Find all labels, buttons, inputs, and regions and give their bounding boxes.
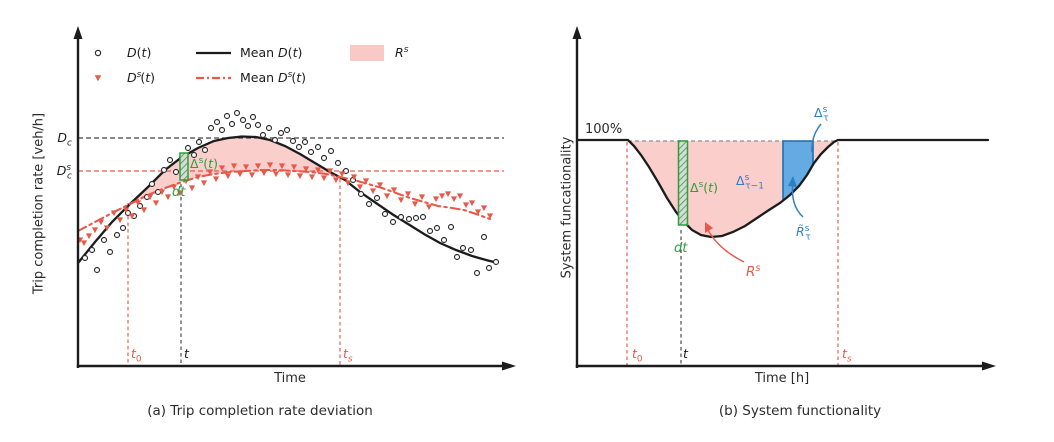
scatter-D-obs [81,109,500,277]
annotation-label: Δs τ [814,105,829,123]
panel-b-labels: Δs(t) dt Δs τ−1 Δs τ R̃s τ Rs t0 t ts [632,105,852,364]
panel-b-x-axis-label: Time [h] [754,371,810,386]
dt-slice-bar [677,140,689,226]
annotation-label: Rs [395,45,409,60]
functionality-curve [575,138,990,239]
annotation-label: Ds(t) [127,70,155,85]
panel-b-y-axis-label: System funcationality [559,136,575,279]
annotation-arrows [705,123,822,263]
annotation-label: Δs(t) [690,180,718,195]
legend: D(t) Ds(t) Mean D(t) Mean Ds(t) Rs [94,45,409,85]
axes [572,26,996,371]
dt-slice-bar [179,152,189,181]
delta-tau-leader [811,123,822,153]
annotation-label: Rs [746,263,760,280]
annotation-label: R̃s τ [796,224,811,242]
annotation-label: t [184,346,190,361]
panel-a-y-axis-label: Trip completion rate [veh/h] [31,112,47,295]
panel-b-plot: Δs(t) dt Δs τ−1 Δs τ R̃s τ Rs t0 t ts [572,26,996,371]
annotation-label: ts [842,346,852,364]
annotation-label: dt [674,241,688,256]
axes [73,26,516,371]
panel-a-x-axis-label: Time [274,371,306,386]
curve-mean-D [76,135,496,265]
annotation-label: t [683,346,689,361]
annotation-label: Ds c [57,163,72,181]
guide-lines [78,137,504,365]
annotation-label: Mean Ds(t) [240,70,306,85]
panel-a-caption: (a) Trip completion rate deviation [147,403,373,419]
annotation-label: Δs(t) [190,156,218,171]
panel-a-plot: Dc Ds c Δs(t) dt t0 t ts D(t) Ds(t) Mean D(t) Mean … [57,26,516,371]
annotation-label: Δs τ−1 [736,173,764,191]
annotation-label: D(t) [127,45,151,60]
annotation-label: ts [343,346,353,364]
deviation-region-Rs [130,136,339,204]
panel-a-labels: Dc Ds c Δs(t) dt t0 t ts [57,130,353,364]
annotation-label: t0 [131,346,142,364]
annotation-label: Dc [57,130,72,148]
annotation-label: t0 [632,346,643,364]
scatter-points [76,109,500,277]
annotation-label: Mean D(t) [240,45,302,60]
scatter-Ds-obs [76,162,494,247]
annotation-label: dt [172,185,186,200]
panel-b-caption: (b) System functionality [718,403,882,419]
full-functionality-100-label: 100% [585,122,623,137]
